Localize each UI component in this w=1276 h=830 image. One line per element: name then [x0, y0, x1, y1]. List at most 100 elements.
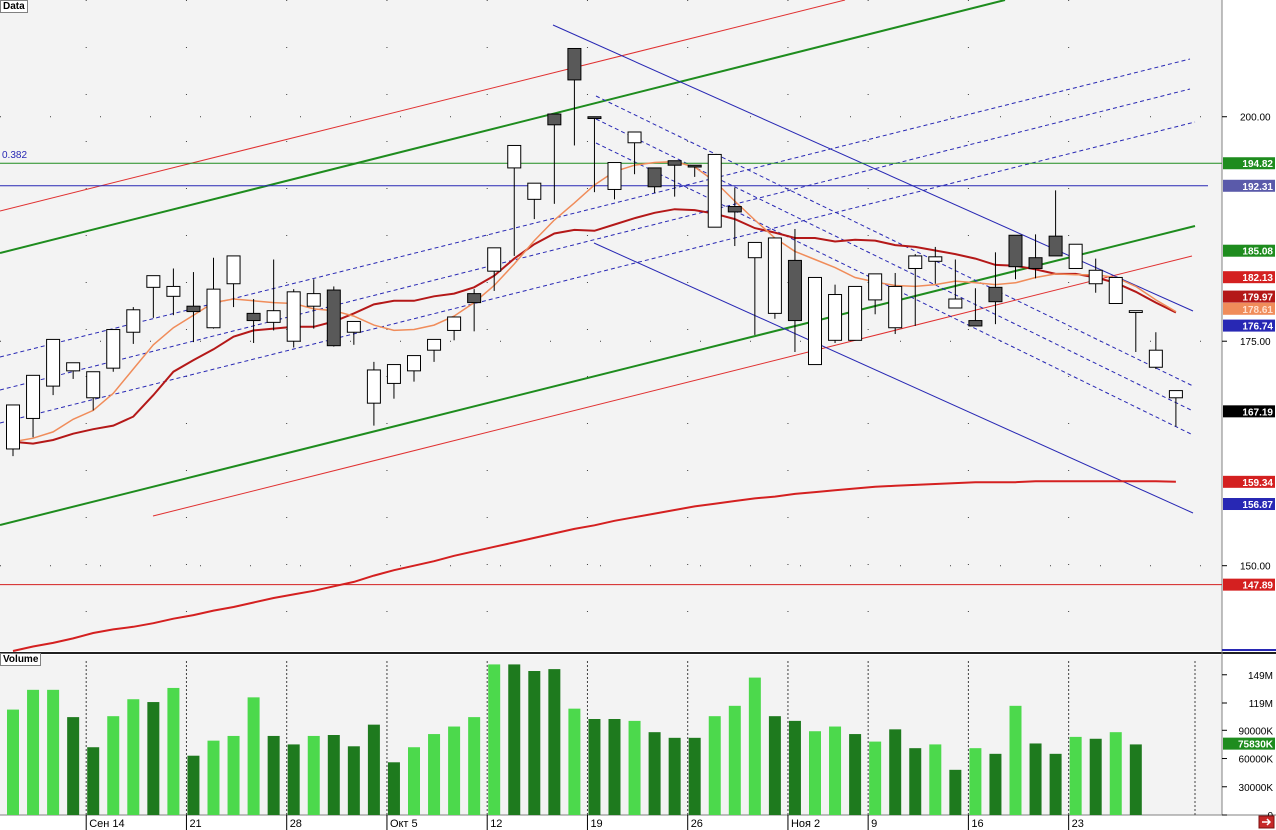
price-tag-box [1223, 244, 1275, 257]
candle-body [467, 293, 482, 304]
price-axis-ticks: 200.00 175.00 150.00 [1222, 113, 1271, 573]
candle-body [86, 371, 101, 399]
candle-body [808, 276, 822, 366]
volume-bar [1069, 736, 1082, 815]
volume-bar [508, 664, 521, 815]
fib-label: 0.382 [2, 150, 27, 161]
date-axis-label: Ноя 2 [791, 818, 820, 830]
date-axis-label: 23 [1072, 818, 1084, 830]
price-tag-box [1223, 271, 1275, 284]
price-tag-box [1223, 475, 1275, 488]
channel-blue-top[interactable] [552, 24, 1194, 312]
price-tag-box [1223, 179, 1275, 192]
candle-body [306, 293, 321, 307]
volume-bar [1049, 753, 1062, 815]
volume-axis-bg [1222, 655, 1276, 815]
candle-body [126, 309, 141, 333]
volume-bar [648, 732, 661, 815]
volume-axis-label: 60000K [1239, 755, 1274, 766]
candle-body [667, 160, 682, 166]
volume-bar [668, 737, 681, 815]
candle-body [607, 162, 622, 190]
volume-bar [929, 744, 942, 815]
channel-blue-dash-1[interactable] [595, 95, 1194, 387]
trendline-green-upper[interactable] [0, 0, 1006, 254]
candle-body [26, 374, 41, 419]
trendline-blue-dash-2[interactable] [0, 88, 1191, 391]
price-tag-label: 147.89 [1242, 581, 1273, 592]
volume-last-tag-label: 75830K [1238, 740, 1274, 751]
date-axis-label: 21 [189, 818, 201, 830]
candle-body [487, 247, 502, 272]
candle-body [627, 131, 642, 144]
volume-axis-label: 119M [1249, 699, 1273, 710]
volume-bar [387, 762, 400, 815]
candle-body [1128, 310, 1143, 313]
volume-week-separators [85, 661, 1196, 815]
price-tag-box [1223, 319, 1275, 332]
volume-bar [408, 747, 420, 815]
candle-body [1068, 243, 1083, 269]
trendline-red-upper[interactable] [0, 0, 846, 212]
moving-average-0 [12, 208, 1177, 445]
volume-bar [267, 735, 280, 815]
candle-body [66, 362, 81, 372]
price-tag-label: 167.19 [1242, 407, 1273, 418]
price-tag-box [1223, 157, 1275, 170]
candle-body [1168, 390, 1183, 399]
volume-bar [1029, 743, 1042, 815]
candle-body [1148, 349, 1163, 368]
volume-bar [107, 716, 120, 815]
trendline-blue-dash-3[interactable] [0, 121, 1196, 424]
channel-blue-dash-2[interactable] [595, 118, 1194, 412]
date-axis-label: 12 [490, 818, 502, 830]
volume-bar [1089, 738, 1102, 815]
channel-blue-bottom[interactable] [593, 242, 1194, 514]
candle-body [828, 294, 843, 341]
volume-bar [47, 689, 60, 815]
candle-body [908, 255, 923, 269]
volume-bar [869, 741, 882, 815]
date-axis-label: Окт 5 [390, 818, 418, 830]
candle-body [988, 286, 1003, 303]
price-tag-box [1223, 302, 1275, 315]
volume-bar [147, 702, 160, 815]
date-axis-label: 19 [590, 818, 602, 830]
volume-bar [367, 724, 380, 815]
candle-body [146, 275, 161, 288]
trendlines[interactable] [0, 0, 1196, 526]
scroll-button[interactable] [1258, 815, 1275, 829]
price-tag-label: 176.74 [1242, 322, 1273, 333]
volume-bar [768, 716, 781, 815]
volume-bar [889, 729, 902, 815]
volume-bar [969, 748, 982, 815]
candle-body [346, 320, 361, 333]
price-tag-box [1223, 498, 1275, 511]
volume-bar [307, 735, 320, 815]
volume-bar [27, 689, 40, 815]
candle-body [1108, 276, 1123, 305]
volume-bar [1009, 705, 1022, 815]
price-tag-box [1223, 578, 1275, 591]
volume-bar [949, 769, 962, 815]
candle-body [206, 288, 221, 329]
date-axis-label: 26 [691, 818, 703, 830]
candle-body [547, 113, 562, 126]
volume-bar [7, 709, 19, 815]
candle-body [266, 310, 281, 323]
volume-bar [708, 716, 721, 815]
candle-body [1048, 235, 1063, 257]
volume-bar [588, 719, 601, 815]
trendline-red-lower[interactable] [152, 255, 1193, 517]
candle-body [407, 355, 421, 372]
candle-body [427, 338, 442, 351]
volume-bar [247, 697, 260, 815]
volume-bar [227, 735, 240, 815]
volume-bar [207, 740, 220, 815]
price-axis-label: 150.00 [1240, 562, 1271, 573]
date-axis-label: 9 [871, 818, 877, 830]
candle-body [767, 237, 782, 314]
candle-body [647, 167, 662, 188]
candle-body [366, 369, 381, 404]
candle-body [507, 144, 522, 169]
